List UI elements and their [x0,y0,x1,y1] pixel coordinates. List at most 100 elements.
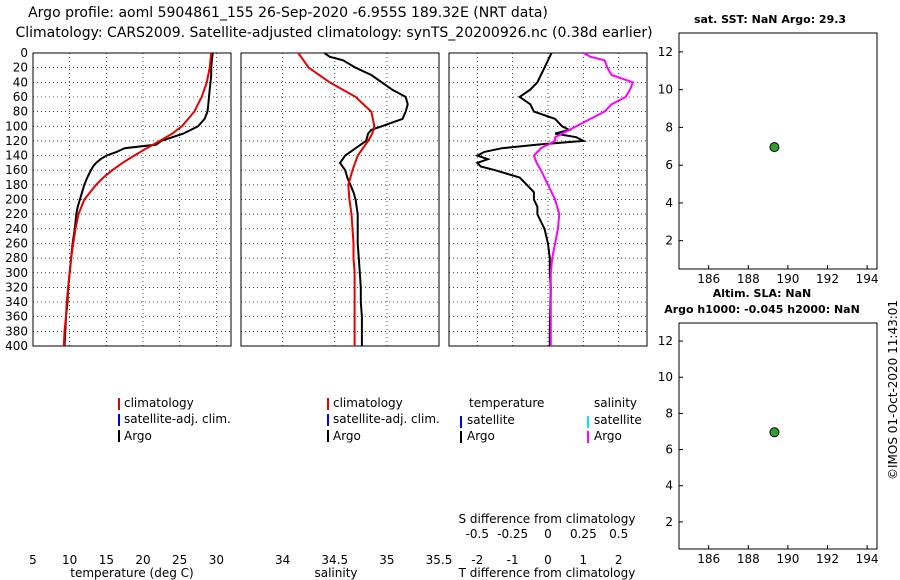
salinity-ticks: 34 34.5 35 35.5 [275,553,452,567]
legend-t-satellite-label: satellite [467,413,515,427]
x-tick-label: 5 [29,553,37,567]
y-tick-label: 2 [665,515,673,529]
y-tick-label: 2 [665,234,673,248]
series-line-s-difference-argo [532,52,635,346]
x-tick-label: 194 [856,552,879,566]
figure-title-line1: Argo profile: aoml 5904861_155 26-Sep-20… [28,5,548,21]
sst-ticks: 186 188 190 192 194 2 4 6 8 10 12 [658,45,879,286]
depth-tick-label: 360 [5,310,28,324]
temperature-grid [33,53,231,346]
x-tick-label: 194 [856,272,879,286]
x-tick-label: 186 [697,552,720,566]
legend-t-argo-label: Argo [467,429,495,443]
y-tick-label: 6 [665,158,673,172]
depth-tick-label: 340 [5,295,28,309]
salinity-series [297,52,409,346]
x-tick-label: 34 [275,553,290,567]
x-tick-label: -1 [507,553,519,567]
sla-ticks: 186 188 190 192 194 2 4 6 8 10 12 [658,334,879,566]
figure-title-line2: Climatology: CARS2009. Satellite-adjuste… [15,25,653,41]
x2-tick-label: 0.25 [570,527,597,541]
depth-tick-label: 60 [13,90,28,104]
x-tick-label: 35 [379,553,394,567]
legend-satellite-label: satellite-adj. clim. [333,412,440,426]
x-tick-label: 188 [737,272,760,286]
x-tick-label: 190 [776,552,799,566]
salinity-panel: 34 34.5 35 35.5 salinity climatology satell… [240,52,452,580]
depth-tick-label: 320 [5,280,28,294]
y-tick-label: 6 [665,443,673,457]
depth-tick-label: 140 [5,149,28,163]
depth-tick-label: 160 [5,163,28,177]
salinity-grid [241,53,439,346]
x-tick-label: 30 [209,553,224,567]
sla-points [769,427,780,438]
sla-panel: Altim. SLA: NaN Argo h1000: -0.045 h2000… [658,287,879,566]
depth-tick-label: 80 [13,105,28,119]
sst-title: sat. SST: NaN Argo: 29.3 [694,13,846,26]
depth-tick-label: 300 [5,266,28,280]
legend-satellite-label: satellite-adj. clim. [124,412,231,426]
depth-tick-label: 40 [13,75,28,89]
temperature-xlabel: temperature (deg C) [70,566,193,580]
s-difference-axis-label: S difference from climatology [459,512,636,526]
depth-tick-label: 400 [5,339,28,353]
x2-tick-label: 0 [544,527,552,541]
x-tick-label: 192 [816,552,839,566]
x-tick-label: -2 [471,553,483,567]
legend-climatology-label: climatology [333,396,403,410]
x-tick-label: 188 [737,552,760,566]
series-line-climatology [297,52,376,346]
x-tick-label: 186 [697,272,720,286]
depth-tick-label: 100 [5,119,28,133]
sst-axes-frame [678,32,878,270]
temperature-legend: climatology satellite-adj. clim. Argo [118,396,231,443]
legend-climatology-label: climatology [124,396,194,410]
depth-tick-label: 0 [20,46,28,60]
temperature-panel: 5 10 15 20 25 30 temperature (deg C) climatol… [29,52,232,580]
t-difference-xlabel: T difference from climatology [458,566,636,580]
x-tick-label: 35.5 [426,553,453,567]
temperature-series [62,52,214,347]
y-tick-label: 8 [665,406,673,420]
difference-panel: -2 -1 0 1 2 -0.5 -0.25 0 0.25 0.5 S difference fr… [448,52,648,580]
series-line-argo [323,52,409,346]
x2-tick-label: 0.5 [609,527,628,541]
depth-tick-label: 120 [5,134,28,148]
series-line-t-difference-argo [474,52,587,346]
salinity-legend: climatology satellite-adj. clim. Argo [327,396,440,443]
difference-legend-temperature: temperature satellite Argo [460,396,544,443]
sst-points [769,142,780,153]
y-tick-label: 10 [658,83,673,97]
sla-title: Altim. SLA: NaN [713,287,812,300]
depth-tick-label: 220 [5,207,28,221]
x-tick-label: 0 [544,553,552,567]
depth-tick-label: 180 [5,178,28,192]
y-tick-label: 12 [658,45,673,59]
x-tick-label: 20 [135,553,150,567]
x-tick-label: 2 [615,553,623,567]
x-tick-label: 15 [99,553,114,567]
depth-tick-label: 260 [5,236,28,250]
legend-salinity-title: salinity [594,396,637,410]
legend-s-satellite-label: satellite [594,413,642,427]
depth-tick-label: 20 [13,61,28,75]
depth-tick-label: 380 [5,324,28,338]
imos-credit: ©IMOS 01-Oct-2020 11:43:01 [886,299,900,480]
legend-temperature-title: temperature [469,396,544,410]
legend-argo-label: Argo [333,429,361,443]
sla-axes-frame [678,322,878,550]
difference-grid [449,53,647,346]
sst-panel: sat. SST: NaN Argo: 29.3 186 188 190 192 194… [658,13,879,286]
argo-position-marker [769,427,780,438]
salinity-xlabel: salinity [314,566,357,580]
x-tick-label: 34.5 [321,553,348,567]
x-tick-label: 190 [776,272,799,286]
y-tick-label: 8 [665,120,673,134]
x-tick-label: 1 [580,553,588,567]
series-line-climatology [62,52,213,347]
legend-argo-label: Argo [124,429,152,443]
x2-tick-label: -0.25 [497,527,528,541]
x-tick-label: 25 [172,553,187,567]
